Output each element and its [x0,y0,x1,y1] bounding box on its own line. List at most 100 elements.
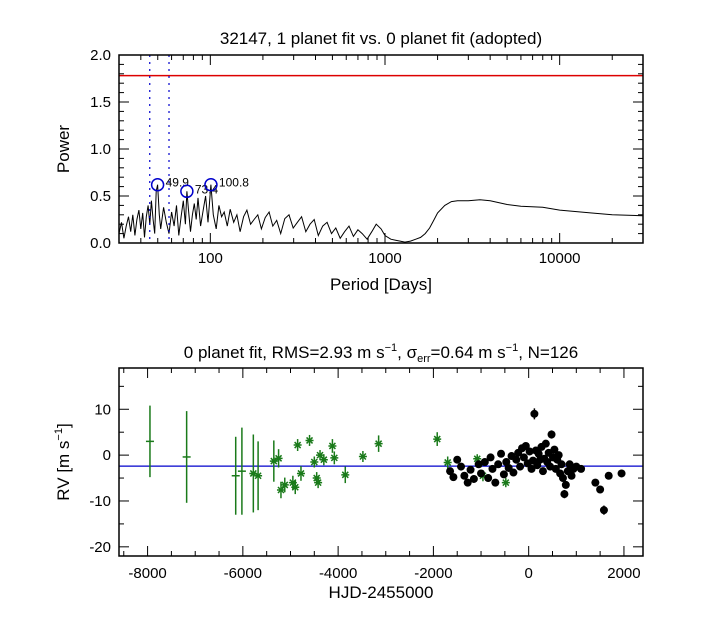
rv-mid-point-18 [330,454,339,462]
rv-x-tick-label-1: -8000 [128,565,166,582]
rv-mid-point-19 [341,471,350,479]
rv-x-label: HJD-2455000 [329,583,434,602]
rv-title-part-g: , N=126 [518,343,578,362]
rv-new-point-62 [591,478,600,487]
rv-mid-point-22 [433,435,442,443]
rv-new-point-61 [577,464,586,473]
rv-new-point-50 [554,451,563,460]
rv-mid-point-21 [374,440,383,448]
rv-mid-point-17 [328,442,337,450]
rv-title-part-c: , σ [397,343,417,362]
periodogram-x-tick-label-1: 100 [198,250,223,267]
peak-label-3: 100.8 [219,176,249,190]
rv-mid-point-20 [358,452,367,461]
periodogram-title: 32147, 1 planet fit vs. 0 planet fit (ad… [220,29,542,48]
rv-new-point-8 [469,474,478,483]
rv-new-point-65 [604,471,613,480]
rv-new-point-10 [477,469,486,478]
rv-new-point-5 [460,471,469,480]
rv-new-point-66 [617,469,626,478]
rv-y-label-close: ] [54,423,73,428]
periodogram-ticks: 100 1000 10000 0.0 0.5 1.0 1.5 2.0 [90,47,644,267]
rv-mid-point-16 [319,456,328,464]
rv-new-point-58 [567,471,576,480]
rv-new-point-45 [547,430,556,439]
periodogram-panel: 32147, 1 planet fit vs. 0 planet fit (ad… [54,29,644,294]
peak-label-1: 49.9 [166,176,190,190]
rv-new-point-16 [494,460,503,469]
rv-new-point-63 [596,485,605,494]
rv-new-point-4 [457,462,466,471]
rv-mid-point-6 [280,481,289,489]
rv-new-point-41 [541,439,550,448]
rv-new-point-54 [560,490,569,499]
rv-new-point-30 [525,447,534,456]
rv-new-point-7 [466,465,475,474]
rv-mid-point-10 [296,469,305,477]
rv-mid-point-4 [274,454,283,462]
rv-mid-point-8 [291,483,300,491]
periodogram-line [118,184,644,243]
rv-x-tick-label-5: 0 [525,565,533,582]
rv-mid-point-9 [293,441,302,449]
rv-x-tick-label-2: -6000 [224,565,262,582]
rv-x-tick-label-3: -4000 [319,565,357,582]
rv-new-point-3 [453,455,462,464]
rv-new-point-12 [484,474,493,483]
rv-title-sup-2: −1 [506,342,519,354]
rv-new-point-11 [480,458,489,466]
rv-y-label-main: RV [m s [54,441,73,501]
periodogram-frame [118,54,644,244]
rv-mid-point-12 [310,458,319,466]
rv-new-point-15 [491,478,500,487]
rv-new-point-22 [509,468,518,477]
rv-y-tick-label-4: 10 [94,401,111,418]
rv-data [119,405,643,515]
rv-y-tick-label-3: 0 [103,447,111,464]
rv-title-part-e: =0.64 m s [431,343,506,362]
rv-new-point-14 [488,464,497,473]
rv-new-point-6 [463,478,472,487]
rv-mid-point-14 [314,479,323,487]
rv-y-label: RV [m s−1] [53,423,73,500]
rv-y-tick-label-2: -10 [89,493,111,510]
periodogram-y-tick-label-1: 0.0 [90,235,111,252]
rv-new-point-39 [538,467,547,476]
rv-mid-point-26 [501,479,510,487]
rv-title-sup-1: −1 [385,342,398,354]
rv-new-point-2 [449,473,458,482]
rv-y-label-sup: −1 [53,428,65,441]
rv-new-point-25 [516,462,525,471]
rv-new-point-31 [527,464,536,473]
rv-new-point-13 [486,453,495,462]
rv-title-part-a: 0 planet fit, RMS=2.93 m s [184,343,385,362]
periodogram-x-label: Period [Days] [330,275,432,294]
rv-new-point-52 [557,460,566,469]
periodogram-y-tick-label-5: 2.0 [90,47,111,64]
rv-mid-point-11 [305,436,314,444]
rv-new-point-9 [474,460,483,469]
rv-mid-point-23 [443,458,452,466]
rv-new-point-33 [530,409,539,418]
periodogram-y-tick-label-3: 1.0 [90,141,111,158]
rv-title: 0 planet fit, RMS=2.93 m s−1, σerr=0.64 … [184,342,578,365]
rv-frame [118,367,644,557]
rv-new-point-53 [558,474,567,483]
peak-circle-2 [180,184,194,199]
rv-new-point-55 [561,480,570,489]
rv-mid-point-5 [276,486,285,494]
rv-panel: 0 planet fit, RMS=2.93 m s−1, σerr=0.64 … [53,342,644,602]
periodogram-y-label: Power [54,125,73,174]
rv-new-point-64 [599,506,608,515]
periodogram-y-tick-label-4: 1.5 [90,94,111,111]
periodogram-y-tick-label-2: 0.5 [90,188,111,205]
rv-y-tick-label-1: -20 [89,539,111,556]
rv-title-sub-err: err [417,353,431,365]
rv-new-point-23 [512,455,521,464]
periodogram-x-tick-label-3: 10000 [539,250,581,267]
rv-new-point-47 [550,445,559,454]
rv-new-point-17 [497,449,506,458]
periodogram-x-tick-label-2: 1000 [368,250,401,267]
rv-x-tick-label-4: -2000 [414,565,452,582]
periodogram-data: 49.9 73.4 100.8 [118,55,644,243]
